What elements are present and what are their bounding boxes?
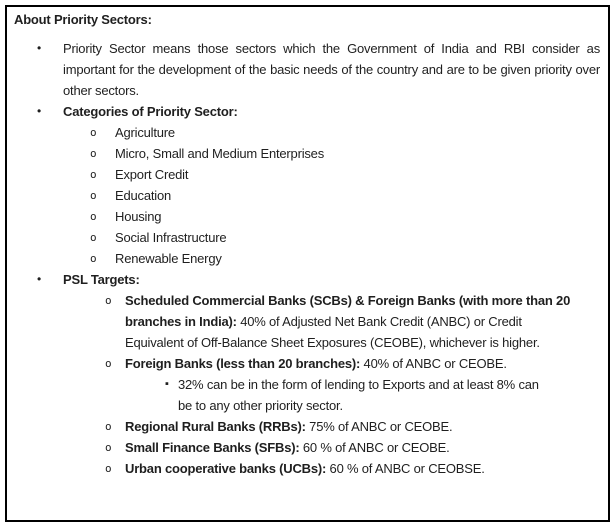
circle-bullet-icon: o	[90, 147, 97, 160]
circle-bullet-icon: o	[105, 462, 112, 475]
psl-item-text: Scheduled Commercial Banks (SCBs) & Fore…	[125, 290, 600, 353]
psl-item-rrb: o Regional Rural Banks (RRBs): 75% of AN…	[14, 416, 600, 437]
category-item-social-infrastructure: o Social Infrastructure	[14, 227, 600, 248]
psl-item-foreign-banks: o Foreign Banks (less than 20 branches):…	[14, 353, 600, 374]
psl-item-ucb: o Urban cooperative banks (UCBs): 60 % o…	[14, 458, 600, 479]
category-item-msme: o Micro, Small and Medium Enterprises	[14, 143, 600, 164]
definition-bullet: • Priority Sector means those sectors wh…	[14, 38, 600, 101]
category-label: Micro, Small and Medium Enterprises	[115, 146, 325, 161]
category-label: Education	[115, 188, 172, 203]
circle-bullet-icon: o	[90, 126, 97, 139]
category-label: Renewable Energy	[115, 251, 222, 266]
category-label: Housing	[115, 209, 162, 224]
category-item-export-credit: o Export Credit	[14, 164, 600, 185]
category-item-agriculture: o Agriculture	[14, 122, 600, 143]
psl-item-detail: 60 % of ANBC or CEOBSE.	[326, 461, 485, 476]
disc-bullet-icon: •	[37, 272, 42, 286]
psl-targets-header-bullet: • PSL Targets:	[14, 269, 600, 290]
panel-title: About Priority Sectors:	[14, 12, 152, 27]
circle-bullet-icon: o	[105, 420, 112, 433]
psl-item-bold-lead: Scheduled Commercial Banks (SCBs) & Fore…	[125, 293, 571, 329]
psl-item-detail: 40% of Adjusted Net Bank Credit (ANBC) o…	[125, 314, 540, 350]
psl-item-bold-lead: Urban cooperative banks (UCBs):	[125, 461, 327, 476]
psl-item-detail: 60 % of ANBC or CEOBE.	[299, 440, 450, 455]
disc-bullet-icon: •	[37, 41, 42, 55]
about-priority-sectors-panel: About Priority Sectors: • Priority Secto…	[5, 5, 610, 522]
psl-item-detail: 40% of ANBC or CEOBE.	[360, 356, 507, 371]
categories-header: Categories of Priority Sector:	[63, 104, 238, 119]
circle-bullet-icon: o	[90, 168, 97, 181]
psl-item-text: Foreign Banks (less than 20 branches): 4…	[125, 353, 600, 374]
circle-bullet-icon: o	[105, 357, 112, 370]
psl-item-bold-lead: Small Finance Banks (SFBs):	[125, 440, 300, 455]
psl-subnote-text: 32% can be in the form of lending to Exp…	[178, 377, 539, 413]
category-item-education: o Education	[14, 185, 600, 206]
square-bullet-icon: ▪	[165, 378, 169, 390]
circle-bullet-icon: o	[105, 294, 112, 307]
circle-bullet-icon: o	[90, 189, 97, 202]
definition-text: Priority Sector means those sectors whic…	[63, 41, 600, 98]
psl-item-bold-lead: Regional Rural Banks (RRBs):	[125, 419, 306, 434]
circle-bullet-icon: o	[90, 252, 97, 265]
category-item-housing: o Housing	[14, 206, 600, 227]
category-label: Export Credit	[115, 167, 189, 182]
categories-header-bullet: • Categories of Priority Sector:	[14, 101, 600, 122]
category-label: Social Infrastructure	[115, 230, 227, 245]
category-label: Agriculture	[115, 125, 175, 140]
circle-bullet-icon: o	[105, 441, 112, 454]
circle-bullet-icon: o	[90, 231, 97, 244]
psl-item-text: Regional Rural Banks (RRBs): 75% of ANBC…	[125, 416, 600, 437]
psl-subnote-exports: ▪ 32% can be in the form of lending to E…	[14, 374, 600, 416]
psl-item-detail: 75% of ANBC or CEOBE.	[305, 419, 453, 434]
psl-item-sfb: o Small Finance Banks (SFBs): 60 % of AN…	[14, 437, 600, 458]
psl-targets-header: PSL Targets:	[63, 272, 140, 287]
psl-item-scb-foreign-banks: o Scheduled Commercial Banks (SCBs) & Fo…	[14, 290, 600, 353]
category-item-renewable-energy: o Renewable Energy	[14, 248, 600, 269]
psl-item-text: Small Finance Banks (SFBs): 60 % of ANBC…	[125, 437, 600, 458]
psl-item-bold-lead: Foreign Banks (less than 20 branches):	[125, 356, 361, 371]
circle-bullet-icon: o	[90, 210, 97, 223]
disc-bullet-icon: •	[37, 104, 42, 118]
psl-item-text: Urban cooperative banks (UCBs): 60 % of …	[125, 458, 600, 479]
